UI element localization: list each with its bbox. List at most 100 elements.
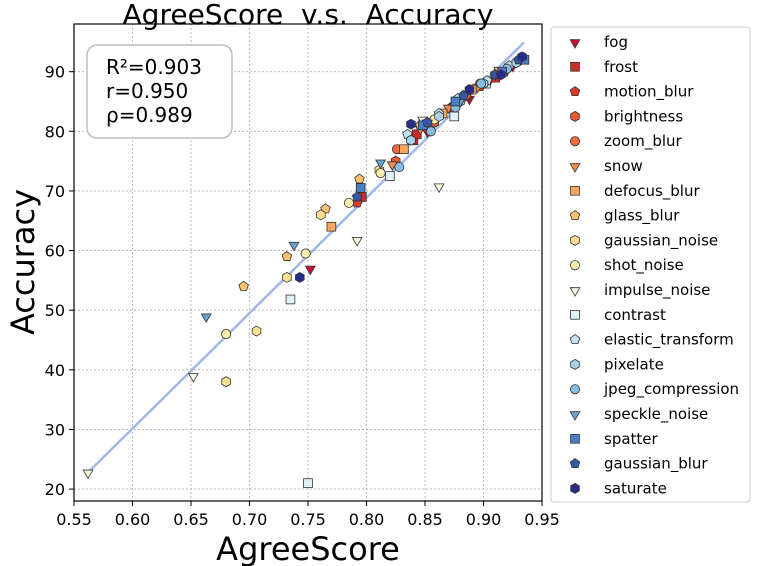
x-axis-ticks: 0.55 0.60 0.65 0.70 0.75 0.80 0.85 0.90 0.95 xyxy=(56,501,560,529)
legend-label: defocus_blur xyxy=(604,182,700,201)
y-tick-label: 20 xyxy=(45,480,65,499)
y-tick-label: 80 xyxy=(45,122,65,141)
x-tick-label: 0.55 xyxy=(56,510,92,529)
x-axis-label: AgreeScore xyxy=(216,530,400,566)
legend-marker-jpeg-compression xyxy=(570,384,581,395)
data-points xyxy=(82,51,530,488)
data-point-glass-blur xyxy=(281,251,293,261)
legend-label: saturate xyxy=(604,479,667,497)
legend-marker-fog xyxy=(569,39,581,49)
y-tick-label: 70 xyxy=(45,182,65,201)
data-point-speckle-noise xyxy=(288,241,300,252)
data-point-impulse-noise xyxy=(433,183,445,194)
legend-marker-motion-blur xyxy=(569,86,581,97)
y-tick-label: 60 xyxy=(45,242,65,261)
legend-frame xyxy=(550,26,751,503)
y-tick-label: 40 xyxy=(45,361,65,380)
data-point-saturate xyxy=(496,69,506,81)
data-point-spatter xyxy=(355,183,366,193)
legend-label: contrast xyxy=(604,306,666,324)
stats-box-frame xyxy=(86,44,233,139)
data-point-jpeg-compression xyxy=(394,162,405,173)
data-point-jpeg-compression xyxy=(425,126,436,137)
data-point-impulse-noise xyxy=(351,237,363,247)
legend-marker-zoom-blur xyxy=(570,136,581,147)
data-point-fog xyxy=(304,265,316,276)
stats-pearson-r: r=0.950 xyxy=(106,79,188,103)
legend-marker-snow xyxy=(569,163,581,173)
legend-label: impulse_noise xyxy=(604,281,710,300)
legend: fog frost motion_blur brightness zoom_blursn… xyxy=(550,26,751,503)
legend-label: zoom_blur xyxy=(604,132,683,151)
data-point-spatter xyxy=(450,96,461,107)
data-point-impulse-noise xyxy=(82,469,94,480)
legend-marker-gaussian-blur xyxy=(569,458,581,469)
x-tick-label: 0.95 xyxy=(524,510,560,529)
legend-label: speckle_noise xyxy=(604,405,708,424)
data-point-defocus-blur xyxy=(326,221,337,232)
legend-marker-frost xyxy=(570,62,580,72)
stats-spearman-rho: ρ=0.989 xyxy=(106,103,193,127)
legend-label: fog xyxy=(604,33,628,51)
legend-marker-defocus-blur xyxy=(570,185,580,196)
data-point-gaussian-blur xyxy=(351,191,363,202)
stats-r2: R²=0.903 xyxy=(106,55,202,79)
data-point-shot-noise xyxy=(221,329,232,340)
y-tick-label: 90 xyxy=(45,63,65,82)
data-point-gaussian-noise xyxy=(316,209,326,221)
data-point-gaussian-noise xyxy=(251,325,262,337)
x-tick-label: 0.80 xyxy=(349,510,385,529)
x-tick-label: 0.60 xyxy=(115,510,151,529)
legend-marker-brightness xyxy=(570,110,580,122)
x-tick-label: 0.75 xyxy=(290,510,326,529)
data-point-saturate xyxy=(406,118,416,130)
data-point-saturate xyxy=(295,271,305,283)
y-tick-label: 30 xyxy=(45,420,65,439)
data-point-contrast xyxy=(449,111,460,122)
data-point-glass-blur xyxy=(238,280,249,291)
x-tick-label: 0.85 xyxy=(407,510,443,529)
legend-label: glass_blur xyxy=(604,207,680,226)
legend-marker-pixelate xyxy=(570,358,580,370)
x-tick-label: 0.65 xyxy=(173,510,209,529)
chart-title: AgreeScore v.s. Accuracy xyxy=(123,0,494,31)
legend-marker-contrast xyxy=(570,309,580,320)
legend-label: brightness xyxy=(604,107,683,125)
data-point-pixelate xyxy=(406,134,416,146)
legend-label: motion_blur xyxy=(604,83,694,102)
stats-box: R²=0.903 r=0.950 ρ=0.989 xyxy=(86,44,233,139)
x-tick-label: 0.70 xyxy=(232,510,268,529)
legend-marker-speckle-noise xyxy=(569,411,581,421)
data-point-impulse-noise xyxy=(187,373,199,383)
data-point-shot-noise xyxy=(343,197,354,208)
legend-marker-gaussian-noise xyxy=(570,234,580,246)
legend-marker-saturate xyxy=(570,482,580,494)
data-point-shot-noise xyxy=(300,248,311,259)
data-point-gaussian-blur xyxy=(422,116,433,127)
legend-marker-impulse-noise xyxy=(569,287,581,297)
data-point-gaussian-noise xyxy=(221,376,231,388)
legend-label: gaussian_noise xyxy=(604,231,718,250)
legend-label: jpeg_compression xyxy=(603,380,739,399)
data-point-saturate xyxy=(464,84,475,96)
data-point-contrast xyxy=(285,294,296,305)
y-axis-label: Accuracy xyxy=(4,189,42,335)
legend-marker-glass-blur xyxy=(569,210,581,221)
legend-label: elastic_transform xyxy=(604,331,734,350)
legend-label: pixelate xyxy=(604,355,664,373)
data-point-gaussian-noise xyxy=(282,271,292,283)
data-point-frost xyxy=(412,129,422,140)
legend-label: frost xyxy=(604,58,638,76)
legend-label: shot_noise xyxy=(604,256,684,275)
data-point-defocus-blur xyxy=(399,144,409,155)
x-tick-label: 0.90 xyxy=(466,510,502,529)
legend-label: gaussian_blur xyxy=(604,455,708,474)
legend-marker-elastic-transform xyxy=(569,334,581,345)
data-point-shot-noise xyxy=(375,168,386,179)
data-point-speckle-noise xyxy=(200,313,212,324)
data-point-pixelate xyxy=(434,110,444,122)
data-point-glass-blur xyxy=(354,173,365,184)
legend-marker-shot-noise xyxy=(570,260,581,271)
legend-marker-spatter xyxy=(570,433,580,444)
